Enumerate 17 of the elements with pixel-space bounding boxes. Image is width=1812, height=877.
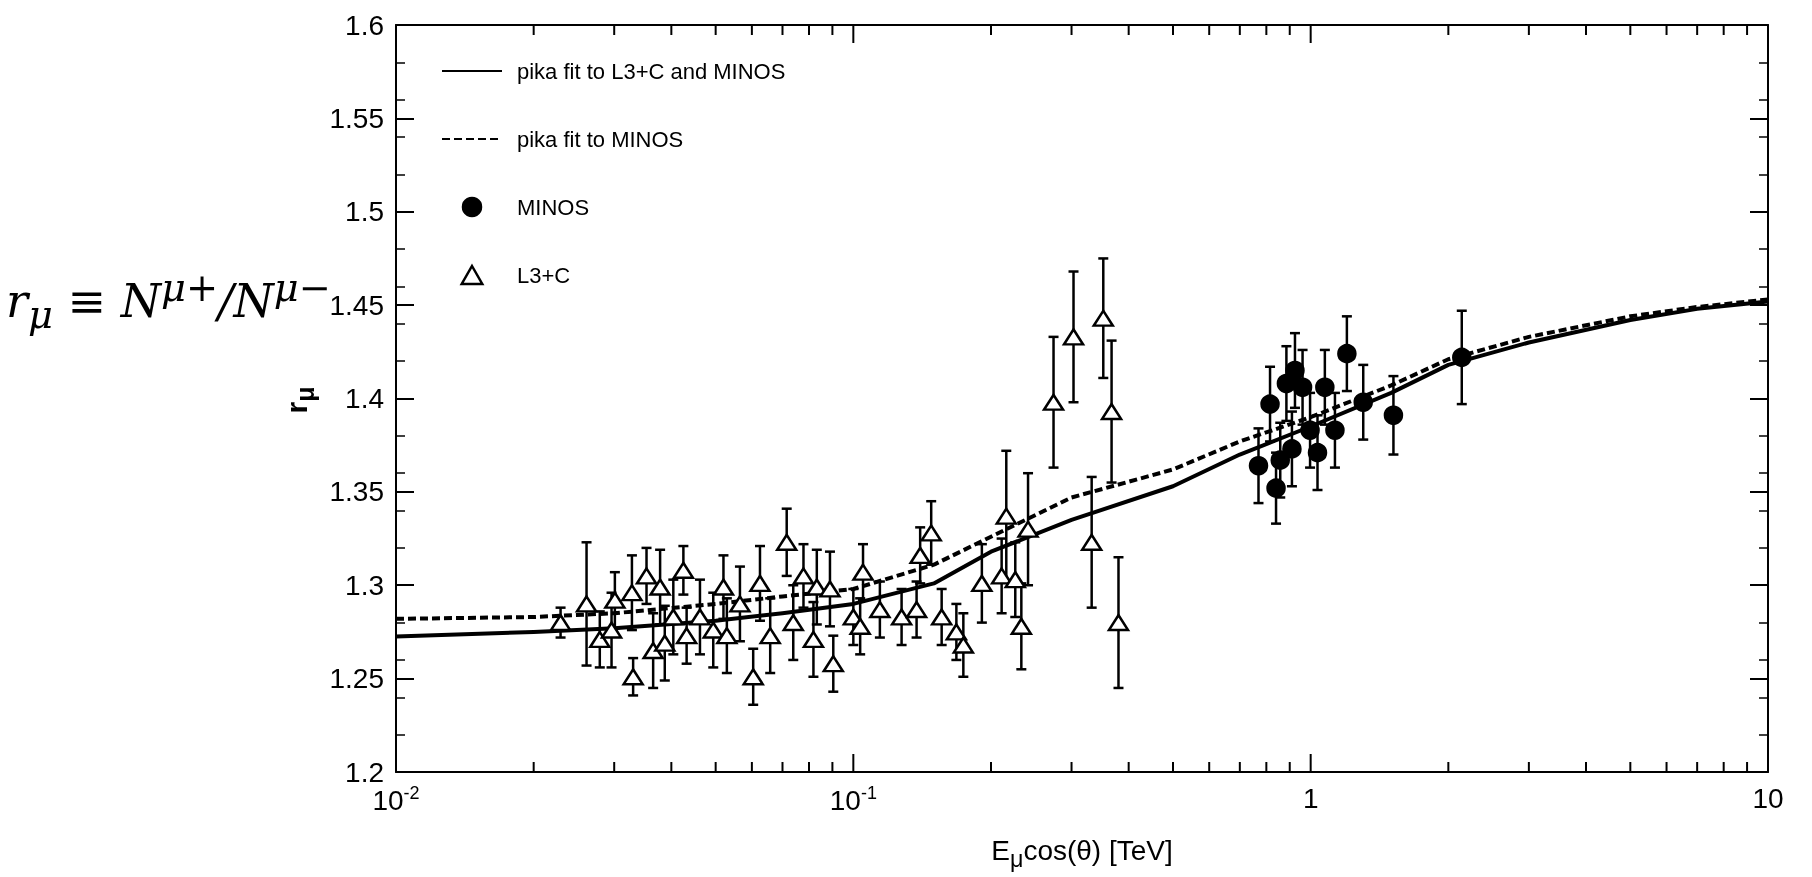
legend-label: L3+C <box>517 262 571 288</box>
y-tick-label: 1.2 <box>345 756 384 788</box>
y-tick-label: 1.45 <box>329 289 384 321</box>
y-tick-label: 1.5 <box>345 196 384 228</box>
y-tick-label: 1.4 <box>345 383 384 414</box>
legend-label: MINOS <box>517 194 590 220</box>
x-axis-title: E$_{μ}$cos(θ) [TeV] <box>991 835 1173 873</box>
y-tick-label: 1.25 <box>329 663 384 695</box>
y-tick-label: 1.3 <box>345 569 384 601</box>
y-tick-label: 1.35 <box>329 476 384 508</box>
legend-label: pika fit to MINOS <box>517 126 684 152</box>
text: r$_{μ}$ ≡ N$^{μ+}$/N$^{μ−}$ <box>6 265 331 337</box>
x-tick-label: 1 <box>1302 782 1319 814</box>
y-tick-label: 1.55 <box>329 102 384 134</box>
legend-label: pika fit to L3+C and MINOS <box>517 58 786 84</box>
x-tick-label: 10 <box>1752 782 1784 814</box>
y-tick-label: 1.6 <box>345 9 384 41</box>
